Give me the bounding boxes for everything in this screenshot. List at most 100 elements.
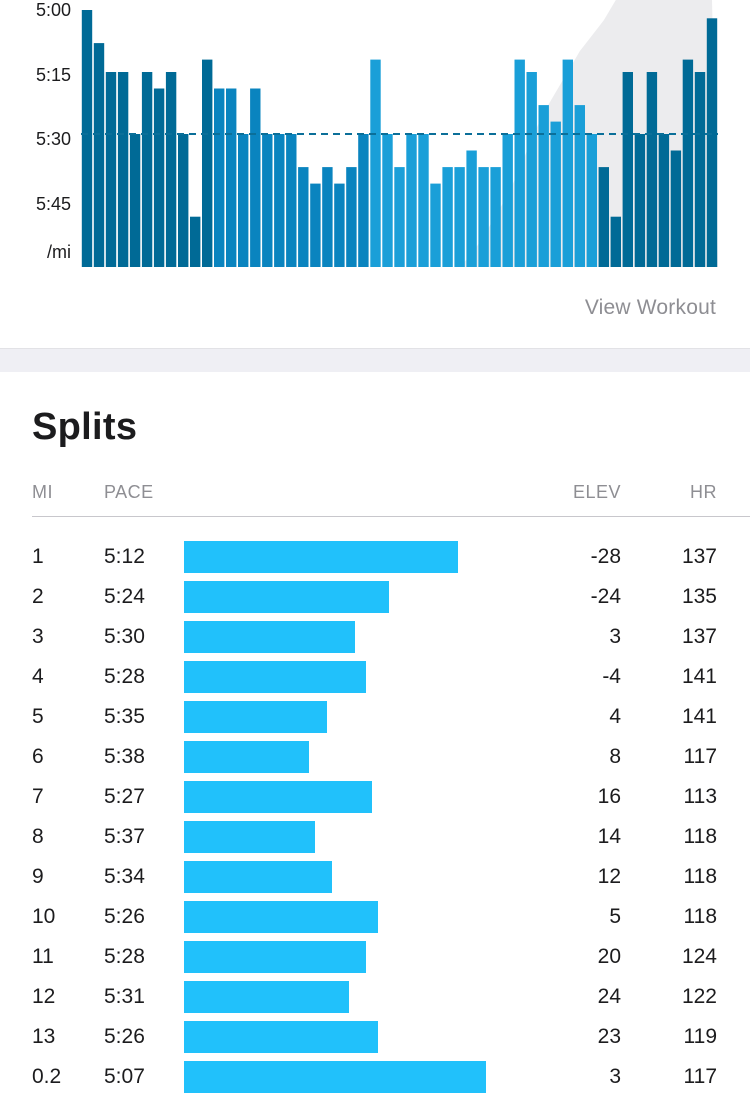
split-heart-rate: 118 <box>683 865 717 888</box>
pace-bar-15 <box>250 88 261 267</box>
split-pace: 5:28 <box>104 665 145 688</box>
pace-bar-32 <box>454 167 465 267</box>
split-row: 9 5:34 12 118 <box>0 857 750 897</box>
split-pace-bar <box>184 1061 486 1093</box>
pace-bar-24 <box>358 134 369 267</box>
y-tick-label: 5:45 <box>35 194 71 214</box>
split-pace: 5:12 <box>104 545 145 568</box>
split-elevation: 4 <box>609 705 621 728</box>
split-heart-rate: 124 <box>681 945 717 968</box>
split-row: 6 5:38 8 117 <box>0 737 750 777</box>
split-elevation: -4 <box>602 665 621 688</box>
split-pace-bar <box>184 901 378 933</box>
split-row: 1 5:12 -28 137 <box>0 537 750 577</box>
split-heart-rate: 117 <box>683 745 717 768</box>
pace-bar-38 <box>526 72 537 267</box>
pace-bar-10 <box>190 216 201 267</box>
pace-bar-42 <box>574 105 585 267</box>
split-pace: 5:07 <box>104 1065 145 1088</box>
split-heart-rate: 137 <box>681 545 717 568</box>
section-separator <box>0 348 750 372</box>
pace-bar-36 <box>502 134 513 267</box>
pace-bar-7 <box>153 88 165 267</box>
split-pace-bar <box>184 581 389 613</box>
split-mile: 0.2 <box>32 1065 62 1088</box>
split-pace: 5:38 <box>104 745 145 768</box>
split-heart-rate: 118 <box>683 905 717 928</box>
split-elevation: 14 <box>597 825 621 848</box>
split-row: 3 5:30 3 137 <box>0 617 750 657</box>
split-row: 10 5:26 5 118 <box>0 897 750 937</box>
split-pace-bar <box>184 821 315 853</box>
split-pace: 5:37 <box>104 825 145 848</box>
split-elevation: 8 <box>609 745 621 768</box>
y-tick-label: 5:15 <box>35 65 71 85</box>
pace-bar-39 <box>538 105 549 267</box>
split-elevation: 12 <box>597 865 621 888</box>
pace-bar-49 <box>658 134 670 267</box>
pace-bar-20 <box>310 183 321 267</box>
split-row: 0.2 5:07 3 117 <box>0 1057 750 1097</box>
split-heart-rate: 117 <box>683 1065 717 1088</box>
split-elevation: 3 <box>609 1065 621 1088</box>
pace-bar-46 <box>622 72 633 267</box>
view-workout-link[interactable]: View Workout <box>584 296 716 319</box>
pace-bar-31 <box>442 167 453 267</box>
pace-bar-8 <box>165 72 177 267</box>
pace-chart-card: 5:00 5:15 5:30 5:45/mi View Workout <box>0 0 750 348</box>
pace-bar-4 <box>117 72 129 267</box>
split-elevation: -28 <box>590 545 621 568</box>
y-tick-label: 5:30 <box>35 129 71 149</box>
split-pace: 5:27 <box>104 785 145 808</box>
split-pace-bar <box>184 701 327 733</box>
pace-bar-41 <box>562 59 573 267</box>
split-heart-rate: 141 <box>681 705 717 728</box>
split-row: 12 5:31 24 122 <box>0 977 750 1017</box>
pace-bar-9 <box>178 134 189 267</box>
split-pace-bar <box>184 781 372 813</box>
split-pace: 5:24 <box>104 585 145 608</box>
split-heart-rate: 118 <box>683 825 717 848</box>
pace-bar-19 <box>298 167 309 267</box>
pace-bar-53 <box>706 18 718 267</box>
pace-bar-17 <box>274 134 285 267</box>
split-mile: 7 <box>32 785 44 808</box>
split-heart-rate: 119 <box>683 1025 717 1048</box>
split-pace-bar <box>184 621 355 653</box>
pace-bar-21 <box>322 167 333 267</box>
pace-bar-22 <box>334 183 345 267</box>
pace-bar-28 <box>406 134 417 267</box>
splits-title: Splits <box>32 406 138 448</box>
split-mile: 13 <box>32 1025 56 1048</box>
split-pace-bar <box>184 861 332 893</box>
split-elevation: -24 <box>590 585 621 608</box>
split-mile: 11 <box>32 945 54 968</box>
pace-bar-25 <box>370 59 381 267</box>
split-pace-bar <box>184 541 458 573</box>
pace-bar-6 <box>141 72 153 267</box>
split-mile: 4 <box>32 665 44 688</box>
split-heart-rate: 135 <box>681 585 717 608</box>
pace-bar-37 <box>514 59 525 267</box>
split-pace: 5:30 <box>104 625 145 648</box>
pace-bar-18 <box>286 134 297 267</box>
split-pace-bar <box>184 741 309 773</box>
column-header-elev: ELEV <box>572 482 621 502</box>
pace-bar-50 <box>670 150 682 267</box>
pace-bar-30 <box>430 183 441 267</box>
split-mile: 6 <box>32 745 44 768</box>
split-elevation: 5 <box>609 905 621 928</box>
pace-bar-16 <box>262 134 273 267</box>
column-header-hr: HR <box>690 482 717 502</box>
split-heart-rate: 141 <box>681 665 717 688</box>
split-elevation: 24 <box>597 985 621 1008</box>
pace-bar-43 <box>586 134 597 267</box>
split-pace-bar <box>184 1021 378 1053</box>
pace-bar-23 <box>346 167 357 267</box>
split-row: 13 5:26 23 119 <box>0 1017 750 1057</box>
split-elevation: 3 <box>609 625 621 648</box>
pace-bar-35 <box>490 167 501 267</box>
split-mile: 9 <box>32 865 44 888</box>
split-row: 5 5:35 4 141 <box>0 697 750 737</box>
split-pace-bar <box>184 941 366 973</box>
